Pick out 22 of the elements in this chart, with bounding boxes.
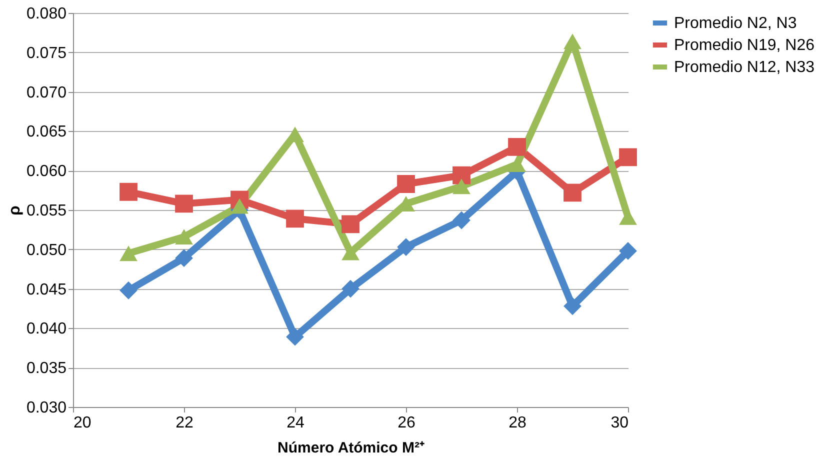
x-tick-label: 28: [508, 414, 526, 432]
y-tick-label: 0.070: [26, 84, 67, 102]
x-tick-label: 24: [286, 414, 304, 432]
y-axis-title: ρ: [6, 205, 24, 216]
y-tick-label: 0.055: [26, 202, 67, 220]
y-tick-label: 0.080: [26, 6, 67, 22]
x-tick-label: 30: [610, 414, 629, 432]
x-tick-label: 26: [398, 414, 416, 432]
y-tick-label: 0.075: [26, 44, 67, 62]
y-tick-label: 0.060: [26, 163, 67, 180]
legend-label: Promedio N19, N26: [674, 37, 815, 54]
y-tick-label: 0.035: [26, 360, 67, 378]
x-tick-label: 22: [176, 414, 194, 432]
y-tick-label: 0.030: [26, 400, 67, 416]
legend-label: Promedio N12, N33: [674, 59, 815, 76]
y-tick-label: 0.045: [26, 281, 67, 298]
y-tick-label: 0.065: [26, 124, 67, 141]
y-tick-label: 0.050: [26, 242, 67, 259]
y-tick-label: 0.040: [26, 320, 67, 338]
x-axis-title: Número Atómico M²⁺: [278, 440, 424, 456]
legend-label: Promedio N2, N3: [674, 15, 797, 32]
x-tick-label: 20: [74, 414, 92, 432]
